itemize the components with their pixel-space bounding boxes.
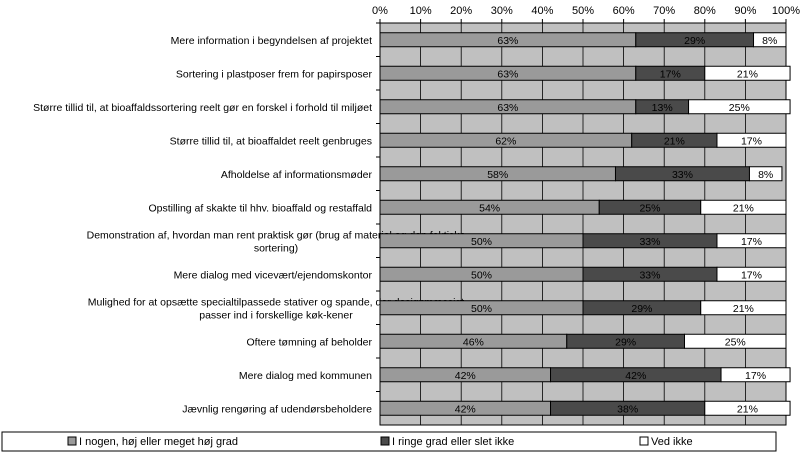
bar-segment-3: [700, 199, 787, 215]
data-label: 42%: [455, 403, 476, 415]
legend-label: I ringe grad eller slet ikke: [392, 436, 514, 448]
x-tick-label: 10%: [410, 5, 432, 17]
category-label: Større tillid til, at bioaffaldet reelt …: [170, 135, 372, 147]
data-label: 63%: [497, 68, 518, 80]
category-label: Større tillid til, at bioaffaldssorterin…: [33, 102, 372, 114]
bar-segment-3: [716, 233, 787, 249]
data-label: 63%: [497, 102, 518, 114]
x-tick-label: 40%: [531, 5, 553, 17]
category-label: Opstilling af skakte til hhv. bioaffald …: [148, 202, 372, 214]
legend-label: I nogen, høj eller meget høj grad: [79, 436, 238, 448]
x-tick-label: 90%: [734, 5, 756, 17]
data-label: 21%: [664, 135, 685, 147]
data-label: 50%: [471, 303, 492, 315]
data-label: 29%: [631, 303, 652, 315]
category-label: Jævnlig rengøring af udendørsbeholdere: [182, 403, 372, 415]
data-label: 33%: [672, 169, 693, 181]
data-label: 21%: [733, 202, 754, 214]
bar-segment-3: [704, 65, 791, 81]
data-label: 33%: [639, 236, 660, 248]
data-label: 50%: [471, 236, 492, 248]
x-tick-label: 50%: [572, 5, 594, 17]
category-label: passer ind i forskellige køk-kener: [199, 309, 353, 321]
bar-segment-3: [684, 333, 787, 349]
data-label: 38%: [617, 403, 638, 415]
data-label: 29%: [615, 336, 636, 348]
category-label: Mulighed for at opsætte specialtilpassed…: [88, 296, 465, 308]
legend-swatch: [639, 436, 649, 446]
data-label: 46%: [463, 336, 484, 348]
category-label: sortering): [254, 242, 298, 254]
data-label: 21%: [733, 303, 754, 315]
data-label: 33%: [639, 269, 660, 281]
data-label: 42%: [625, 370, 646, 382]
x-tick-label: 100%: [772, 5, 800, 17]
category-label: Afholdelse af informationsmøder: [221, 169, 373, 181]
data-label: 17%: [660, 68, 681, 80]
bar-segment-3: [688, 99, 791, 115]
data-label: 62%: [495, 135, 516, 147]
legend-label: Ved ikke: [651, 436, 693, 448]
x-tick-label: 20%: [450, 5, 472, 17]
bar-segment-3: [716, 132, 787, 148]
data-label: 21%: [737, 403, 758, 415]
category-label: Mere dialog med vicevært/ejendomskontor: [174, 269, 373, 281]
legend-swatch: [67, 436, 77, 446]
x-tick-label: 30%: [491, 5, 513, 17]
category-label: Oftere tømning af beholder: [247, 336, 373, 348]
bar-segment-3: [700, 300, 787, 316]
x-tick-label: 60%: [613, 5, 635, 17]
data-label: 17%: [741, 269, 762, 281]
bar-segment-3: [753, 32, 787, 48]
data-label: 54%: [479, 202, 500, 214]
category-label: Demonstration af, hvordan man rent prakt…: [87, 229, 466, 241]
data-label: 25%: [729, 102, 750, 114]
data-label: 17%: [741, 236, 762, 248]
bar-segment-3: [716, 266, 787, 282]
data-label: 42%: [455, 370, 476, 382]
legend-swatch: [380, 436, 390, 446]
bar-segment-3: [720, 367, 791, 383]
data-label: 25%: [639, 202, 660, 214]
bar-segment-3: [748, 166, 783, 182]
data-label: 13%: [652, 102, 673, 114]
x-tick-label: 0%: [372, 5, 388, 17]
data-label: 21%: [737, 68, 758, 80]
data-label: 63%: [497, 35, 518, 47]
data-label: 8%: [758, 169, 773, 181]
data-label: 8%: [762, 35, 777, 47]
data-label: 58%: [487, 169, 508, 181]
data-label: 50%: [471, 269, 492, 281]
x-tick-label: 80%: [694, 5, 716, 17]
x-tick-label: 70%: [653, 5, 675, 17]
data-label: 29%: [684, 35, 705, 47]
data-label: 17%: [741, 135, 762, 147]
category-label: Mere information i begyndelsen af projek…: [171, 35, 372, 47]
category-label: Sortering i plastposer frem for papirspo…: [176, 68, 373, 80]
bar-segment-3: [704, 400, 791, 416]
data-label: 25%: [725, 336, 746, 348]
data-label: 17%: [745, 370, 766, 382]
category-label: Mere dialog med kommunen: [239, 370, 372, 382]
